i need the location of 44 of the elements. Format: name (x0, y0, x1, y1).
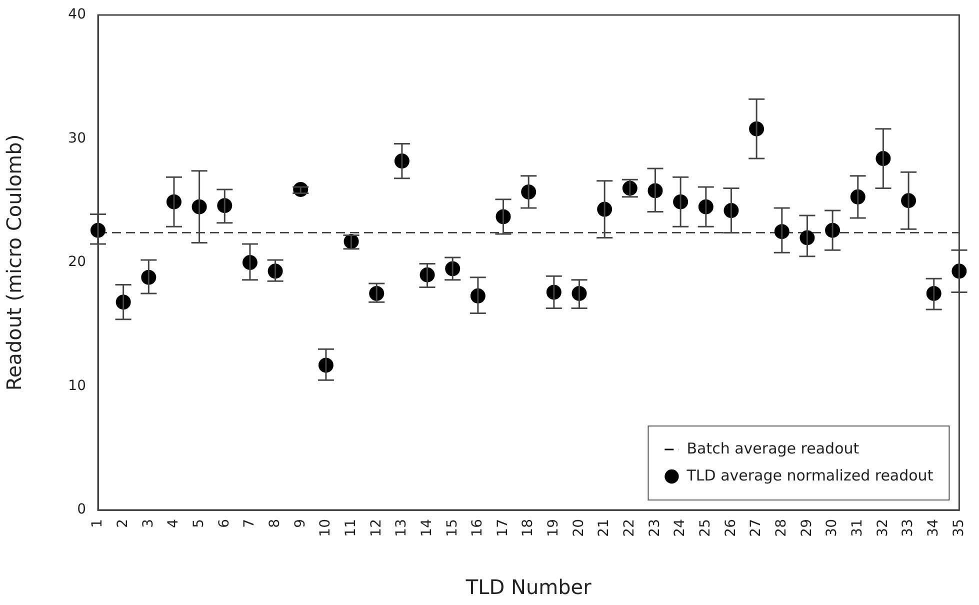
x-tick-label: 8 (266, 519, 283, 528)
x-tick-label: 28 (774, 519, 790, 537)
x-tick-label: 26 (722, 518, 739, 537)
x-tick-label: 21 (596, 519, 612, 537)
x-tick-label: 23 (646, 519, 663, 537)
x-tick-label: 30 (824, 519, 840, 537)
x-tick-label: 27 (748, 519, 764, 537)
x-tick-label: 9 (292, 519, 308, 528)
x-tick-label: 10 (318, 519, 334, 537)
x-tick-label: 14 (418, 518, 435, 537)
y-tick-label: 0 (77, 502, 86, 518)
x-tick-label: 29 (798, 519, 815, 537)
x-axis-title: TLD Number (464, 575, 592, 600)
x-tick-label: 22 (622, 519, 638, 537)
x-tick-label: 35 (950, 519, 967, 537)
y-tick-label: 10 (68, 378, 86, 394)
x-tick-label: 34 (926, 518, 942, 537)
x-tick-label: 32 (874, 519, 891, 537)
x-tick-label: 4 (166, 518, 182, 528)
x-tick-label: 25 (698, 519, 714, 537)
y-tick-label: 20 (68, 254, 86, 270)
y-tick-label: 30 (68, 130, 86, 146)
legend-label: TLD average normalized readout (686, 466, 934, 484)
x-tick-label: 17 (494, 519, 511, 537)
x-tick-label: 16 (470, 518, 486, 537)
x-tick-label: 24 (672, 518, 688, 537)
x-tick-label: 20 (570, 519, 587, 537)
x-tick-label: 31 (850, 519, 866, 537)
x-tick-label: 19 (546, 519, 562, 537)
x-tick-label: 18 (520, 519, 536, 537)
y-tick-label: 40 (68, 6, 86, 23)
x-tick-label: 12 (368, 519, 384, 537)
x-tick-label: 6 (216, 518, 232, 528)
legend-label: Batch average readout (686, 439, 860, 458)
x-tick-label: 15 (444, 519, 460, 537)
x-tick-label: 1 (90, 519, 106, 528)
x-tick-label: 13 (394, 519, 410, 537)
x-tick-label: 33 (900, 519, 916, 537)
y-axis-title: Readout (micro Coulomb) (2, 134, 26, 391)
x-tick-label: 3 (140, 519, 156, 528)
x-tick-label: 11 (342, 519, 359, 537)
x-tick-label: 5 (190, 519, 207, 528)
x-tick-label: 2 (114, 519, 131, 528)
x-tick-label: 7 (242, 519, 258, 528)
